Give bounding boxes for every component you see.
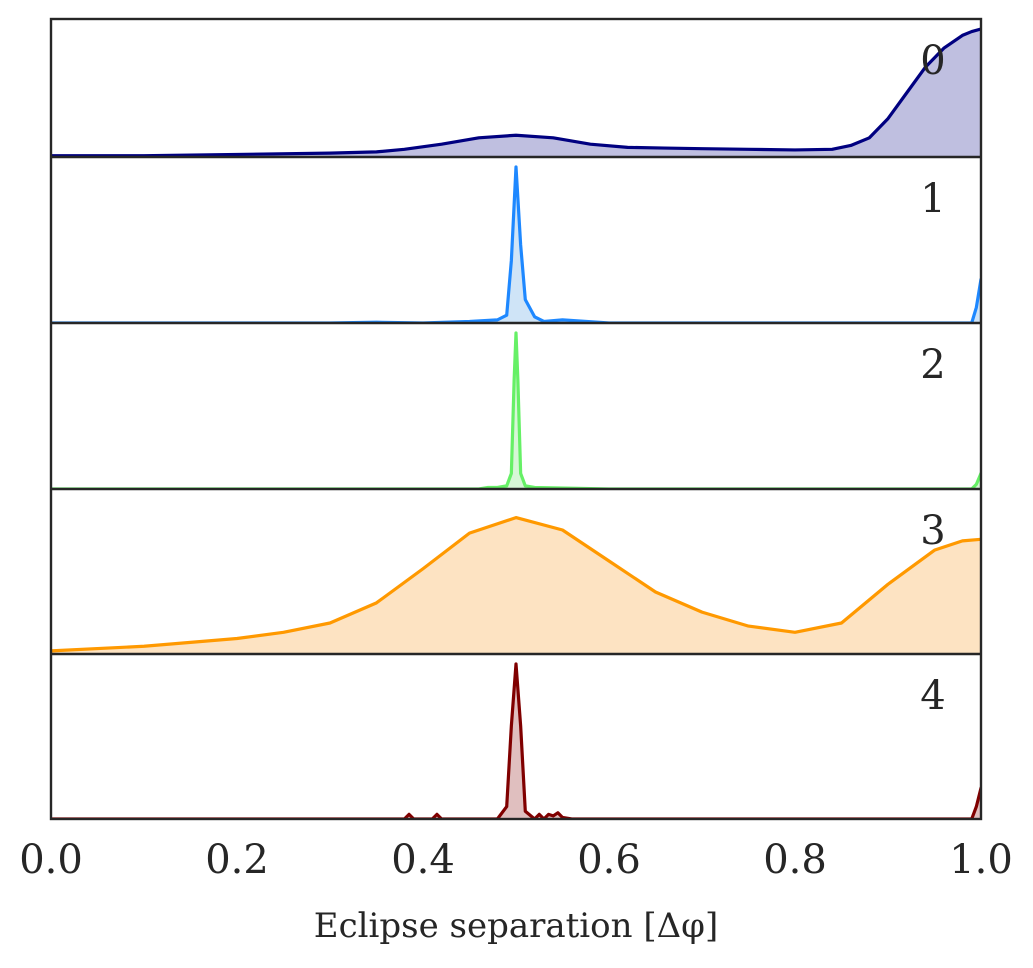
panel-4-label: 4 bbox=[920, 673, 945, 719]
x-tick-label: 0.0 bbox=[19, 837, 83, 883]
panel-0-series-line bbox=[51, 27, 981, 157]
panel-3-series-line bbox=[51, 516, 981, 653]
x-axis-title: Eclipse separation [Δφ] bbox=[314, 906, 718, 946]
frame-layer bbox=[49, 17, 983, 821]
panel-2: 2 bbox=[51, 331, 981, 489]
panels-layer: 0 1 2 3 4 bbox=[51, 27, 981, 819]
x-tick-label: 0.6 bbox=[577, 837, 641, 883]
panel-1: 1 bbox=[51, 165, 981, 323]
panel-0: 0 bbox=[51, 27, 981, 157]
x-tick-label: 1.0 bbox=[949, 837, 1013, 883]
panel-2-area bbox=[51, 333, 981, 489]
panel-3-area bbox=[51, 517, 981, 654]
x-tick-label: 0.4 bbox=[391, 837, 455, 883]
plot-frame bbox=[49, 17, 983, 821]
panel-0-label: 0 bbox=[920, 38, 945, 84]
panel-3-label: 3 bbox=[920, 508, 945, 554]
x-ticks: 0.0 0.2 0.4 0.6 0.8 1.0 bbox=[19, 837, 1013, 883]
panel-2-series-line bbox=[51, 331, 981, 489]
panel-4-area bbox=[51, 664, 981, 819]
panel-2-label: 2 bbox=[920, 342, 945, 388]
panel-1-area bbox=[51, 167, 981, 323]
x-tick-label: 0.8 bbox=[763, 837, 827, 883]
panel-4: 4 bbox=[51, 662, 981, 819]
panel-0-area bbox=[51, 29, 981, 157]
panel-3: 3 bbox=[51, 508, 981, 654]
x-tick-label: 0.2 bbox=[205, 837, 269, 883]
panel-1-label: 1 bbox=[920, 176, 945, 222]
